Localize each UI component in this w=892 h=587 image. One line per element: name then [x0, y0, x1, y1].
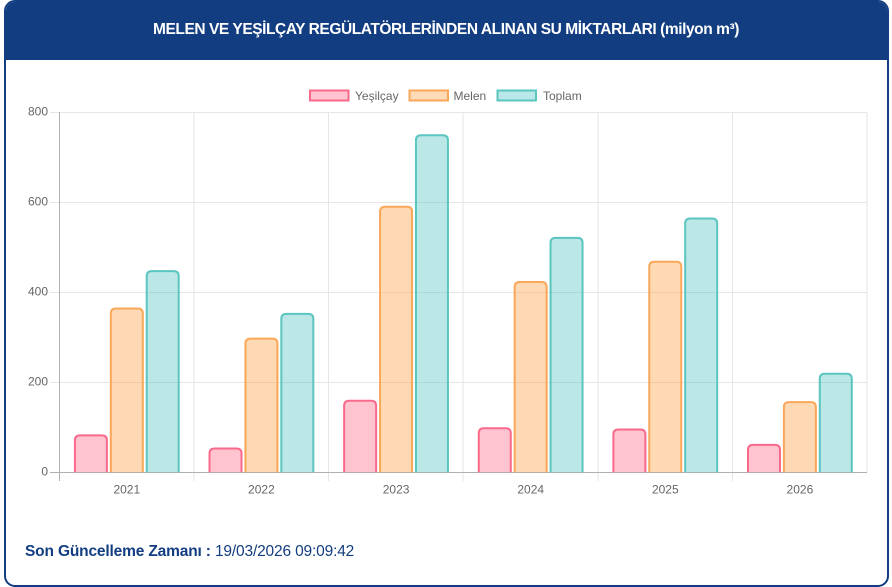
svg-text:2021: 2021: [113, 483, 140, 497]
svg-text:2022: 2022: [248, 483, 275, 497]
svg-text:0: 0: [41, 465, 48, 479]
svg-text:200: 200: [28, 375, 48, 389]
svg-text:2025: 2025: [652, 483, 679, 497]
svg-text:800: 800: [28, 105, 48, 119]
svg-text:Yeşilçay: Yeşilçay: [355, 89, 399, 103]
svg-text:Toplam: Toplam: [543, 89, 582, 103]
svg-text:400: 400: [28, 285, 48, 299]
svg-text:Melen: Melen: [454, 89, 487, 103]
svg-text:2023: 2023: [383, 483, 410, 497]
svg-text:600: 600: [28, 195, 48, 209]
svg-text:2024: 2024: [517, 483, 544, 497]
svg-text:2026: 2026: [787, 483, 814, 497]
